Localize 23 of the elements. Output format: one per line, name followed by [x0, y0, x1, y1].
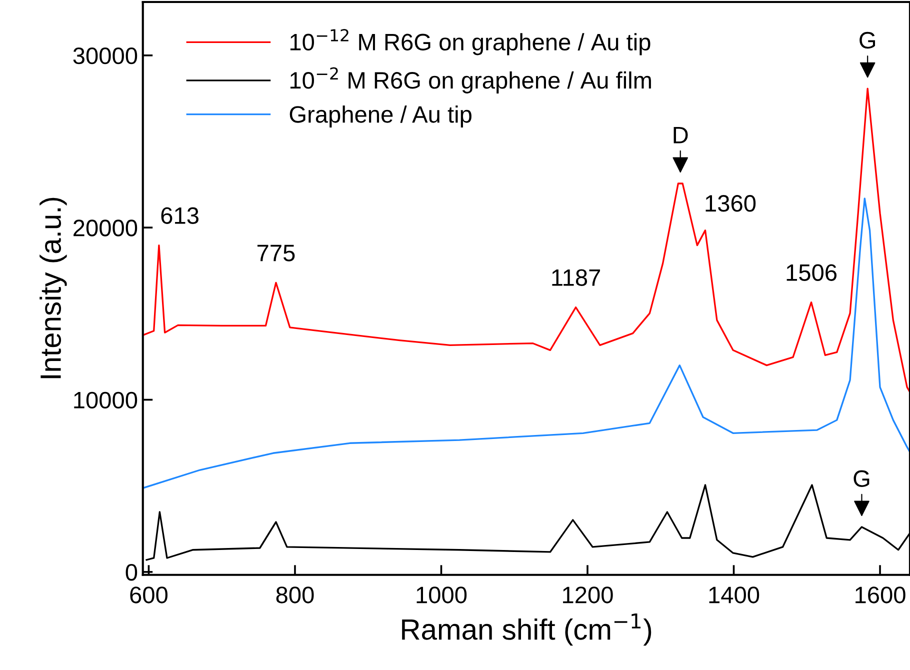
x-tick-label: 800	[276, 586, 314, 604]
annotation: G	[854, 470, 870, 487]
annotation: 775	[257, 244, 295, 262]
annotation: 1506	[786, 264, 837, 281]
x-tick-label: 1200	[563, 586, 613, 604]
annotation: 1360	[706, 195, 756, 212]
y-axis-title: Intensity (a.u.)	[40, 198, 67, 378]
x-tick-label: 1400	[709, 586, 760, 604]
x-tick-label: 600	[130, 586, 168, 604]
annotation: D	[674, 127, 688, 144]
legend-label: 10$^{−2}$ M R6G on graphene / Au film	[290, 67, 651, 94]
x-tick-label: 1600	[856, 586, 906, 604]
legend-label: 10$^{−12}$ M R6G on graphene / Au tip	[290, 28, 650, 56]
annotation: G	[860, 32, 876, 49]
x-tick-label: 1000	[416, 586, 467, 604]
y-tick-label: 0	[126, 564, 138, 581]
x-axis-title: Raman shift (cm$^{−1}$)	[402, 614, 652, 646]
y-tick-label: 20000	[74, 220, 138, 236]
annotation: 1187	[552, 269, 600, 286]
annotation: 613	[161, 207, 198, 224]
legend-label: Graphene / Au tip	[290, 105, 472, 128]
y-tick-label: 10000	[74, 392, 138, 409]
y-tick-label: 30000	[73, 47, 138, 64]
